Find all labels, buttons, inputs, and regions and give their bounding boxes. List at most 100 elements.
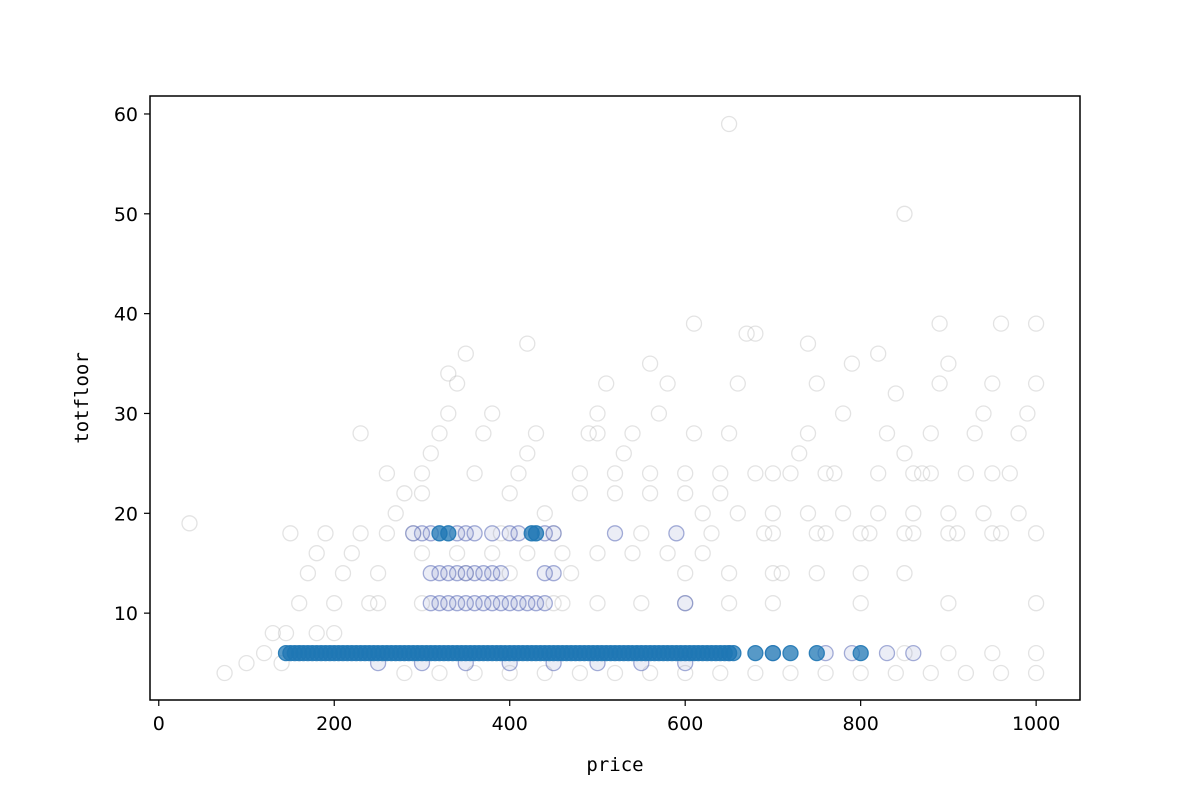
overlap-data-point — [440, 595, 457, 612]
faded-data-point — [940, 355, 957, 372]
faded-data-point — [905, 465, 922, 482]
faded-data-point — [870, 505, 887, 522]
faded-data-point — [773, 565, 790, 582]
faded-data-point — [922, 425, 939, 442]
faded-data-point — [685, 425, 703, 442]
faded-data-point — [396, 485, 413, 502]
x-axis-label: price — [586, 754, 643, 776]
faded-data-point — [1027, 595, 1045, 612]
overlap-data-point — [413, 525, 431, 542]
faded-data-point — [238, 654, 255, 672]
faded-data-point — [764, 565, 782, 582]
axis-ticks: 0 200 400 600 800 1000 10 20 30 40 50 60 — [114, 104, 1060, 735]
overlap-data-point — [448, 565, 466, 582]
faded-data-point — [282, 525, 299, 542]
faded-data-point — [589, 425, 606, 442]
overlap-data-point — [484, 565, 501, 582]
faded-data-point — [896, 205, 913, 222]
faded-data-point — [817, 525, 834, 542]
faded-data-point — [589, 595, 606, 612]
overlap-data-point — [466, 565, 483, 582]
faded-data-point — [387, 505, 404, 522]
faded-data-point — [554, 595, 571, 612]
faded-data-point — [712, 485, 729, 502]
faded-data-point — [729, 375, 746, 392]
highlighted-data-point — [440, 525, 457, 542]
faded-data-point — [326, 595, 343, 612]
faded-data-point — [448, 545, 466, 562]
overlap-data-point — [501, 595, 518, 612]
faded-data-point — [422, 445, 439, 462]
faded-data-point — [501, 565, 518, 582]
faded-data-point — [808, 525, 825, 542]
faded-data-point — [181, 515, 198, 532]
faded-data-point — [1027, 644, 1045, 662]
faded-data-point — [589, 545, 606, 562]
faded-data-point — [984, 465, 1001, 482]
faded-data-point — [216, 664, 233, 682]
overlap-data-point — [606, 525, 624, 542]
x-tick-label: 200 — [316, 713, 352, 735]
x-tick-label: 800 — [843, 713, 879, 735]
overlap-data-point — [440, 565, 457, 582]
faded-data-point — [431, 425, 448, 442]
faded-data-point — [878, 425, 896, 442]
highlighted-data-point — [764, 644, 782, 662]
y-tick-label: 60 — [114, 104, 138, 126]
faded-data-point — [277, 624, 295, 642]
faded-data-point — [457, 345, 474, 362]
faded-data-point — [729, 505, 746, 522]
faded-data-point — [896, 644, 913, 662]
x-tick-label: 400 — [492, 713, 528, 735]
faded-data-point — [396, 664, 413, 682]
faded-data-point — [431, 664, 448, 682]
faded-data-point — [870, 465, 887, 482]
faded-data-point — [826, 465, 843, 482]
faded-data-point — [694, 505, 711, 522]
overlap-data-point — [677, 595, 694, 612]
faded-data-point — [931, 315, 948, 332]
overlap-data-point — [545, 565, 562, 582]
faded-data-point — [369, 595, 387, 612]
faded-data-point — [887, 385, 904, 402]
faded-data-point — [571, 465, 589, 482]
faded-data-point — [782, 664, 799, 682]
faded-data-point — [870, 345, 887, 362]
faded-data-point — [475, 425, 492, 442]
overlap-data-point — [405, 525, 422, 542]
highlighted-data-point — [782, 644, 799, 662]
faded-data-point — [562, 565, 580, 582]
faded-data-point — [791, 445, 808, 462]
faded-data-point — [571, 485, 589, 502]
faded-data-point — [931, 375, 948, 392]
highlighted-data-point — [808, 644, 825, 662]
faded-data-point — [659, 545, 676, 562]
overlap-data-point — [878, 644, 896, 662]
overlap-data-point — [527, 595, 545, 612]
faded-data-point — [694, 545, 711, 562]
faded-data-point — [352, 525, 369, 542]
faded-data-point — [747, 664, 764, 682]
overlap-data-point — [466, 595, 483, 612]
faded-data-point — [299, 565, 317, 582]
faded-data-point — [413, 465, 431, 482]
overlap-data-point — [422, 595, 439, 612]
faded-data-point — [589, 405, 606, 422]
faded-data-point — [317, 525, 334, 542]
faded-data-point — [598, 375, 615, 392]
overlap-data-point — [475, 565, 492, 582]
faded-data-point — [834, 405, 852, 422]
faded-data-point — [440, 365, 457, 382]
faded-data-point — [852, 595, 869, 612]
faded-data-point — [536, 505, 553, 522]
faded-data-point — [861, 525, 878, 542]
faded-data-point — [808, 565, 825, 582]
faded-data-point — [992, 664, 1010, 682]
overlap-data-point — [492, 595, 510, 612]
faded-data-point — [641, 485, 659, 502]
overlap-data-point — [905, 644, 922, 662]
faded-data-point — [677, 485, 694, 502]
overlap-data-point — [422, 565, 439, 582]
